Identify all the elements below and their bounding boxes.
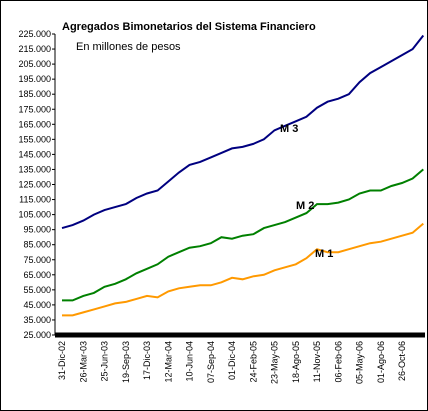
chart-title: Agregados Bimonetarios del Sistema Finan… [62,21,316,33]
y-tick-label: 45.000 [23,300,51,310]
y-tick-label: 55.000 [23,285,51,295]
x-tick-label: 06-Feb-06 [333,341,343,383]
y-tick-label: 185.000 [18,89,51,99]
y-tick-label: 135.000 [18,164,51,174]
x-tick-label: 12-Mar-04 [163,341,173,383]
x-tick-label: 26-Oct-06 [397,341,407,381]
series-label: M 1 [315,248,333,260]
series-line [61,34,425,230]
x-tick-label: 01-Dic-04 [227,341,237,380]
x-tick-label: 17-Dic-03 [142,341,152,380]
x-tick-label: 23-May-05 [270,341,280,384]
y-tick-label: 105.000 [18,210,51,220]
y-tick-label: 205.000 [18,59,51,69]
y-tick-label: 75.000 [23,255,51,265]
y-tick-label: 85.000 [23,240,51,250]
series-line [62,168,424,302]
x-tick-label: 11-Nov-05 [312,341,322,382]
y-tick-label: 115.000 [19,195,51,205]
y-tick-label: 145.000 [18,149,51,159]
y-tick-label: 125.000 [18,180,51,190]
x-tick-label: 25-Jun-03 [100,341,110,382]
y-tick-label: 215.000 [18,44,51,54]
x-tick-label: 19-Sep-03 [121,341,131,383]
y-tick-label: 25.000 [23,330,51,340]
y-tick-label: 195.000 [18,74,51,84]
x-tick-label: 26-Mar-03 [78,341,88,383]
x-tick-label: 05-May-06 [355,341,365,384]
x-tick-label: 31-Dic-02 [57,341,67,380]
series-label: M 2 [296,200,314,212]
chart-subtitle: En millones de pesos [76,41,181,53]
x-tick-label: 01-Ago-06 [376,341,386,383]
y-tick-label: 225.000 [18,29,51,39]
x-tick-label: 18-Ago-05 [291,341,301,383]
series-line [62,222,424,317]
x-tick-label: 07-Sep-04 [206,341,216,383]
y-tick-label: 65.000 [23,270,51,280]
series-label: M 3 [280,123,298,135]
x-tick-label: 10-Jun-04 [185,341,195,382]
y-tick-label: 155.000 [18,134,51,144]
y-tick-label: 175.000 [18,104,51,114]
y-tick-label: 165.000 [18,119,51,129]
y-tick-label: 35.000 [23,315,51,325]
y-tick-label: 95.000 [23,225,51,235]
x-tick-label: 24-Feb-05 [248,341,258,383]
